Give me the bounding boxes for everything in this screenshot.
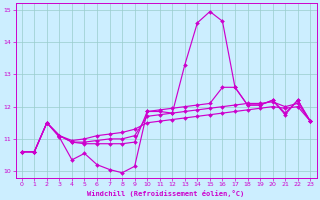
X-axis label: Windchill (Refroidissement éolien,°C): Windchill (Refroidissement éolien,°C) — [87, 190, 245, 197]
